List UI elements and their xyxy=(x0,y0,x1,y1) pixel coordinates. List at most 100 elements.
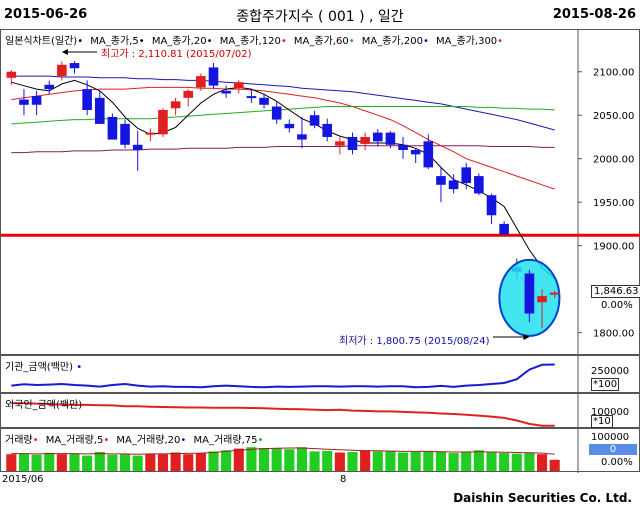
ma60-line xyxy=(11,106,555,125)
end-date: 2015-08-26 xyxy=(552,7,636,22)
chart-title: 종합주가지수 ( 001 ) , 일간 xyxy=(236,9,404,25)
institutional-legend: 기관_금액(백만) • xyxy=(5,362,83,373)
candle-body xyxy=(474,176,484,194)
x-label-mid: 8 xyxy=(340,474,347,485)
volume-bar xyxy=(69,453,80,471)
candle-body xyxy=(6,71,17,78)
volume-bar xyxy=(6,454,17,471)
candle-body xyxy=(82,89,92,110)
institutional-panel[interactable]: 기관_금액(백만) • 250000 *100 xyxy=(0,355,640,394)
price-panel[interactable]: 2100.00 2050.00 2000.00 1950.00 1900.00 1800.… xyxy=(0,29,640,356)
ma300-line xyxy=(11,145,555,154)
foreign-line xyxy=(11,402,555,427)
candle-body xyxy=(57,64,67,77)
foreign-unit: *10 xyxy=(591,415,613,428)
candle-body xyxy=(423,141,434,168)
high-arrowhead xyxy=(61,49,68,55)
price-tick-label: 2100.00 xyxy=(593,68,634,79)
volume-bar xyxy=(423,451,434,471)
candle-body xyxy=(233,82,244,89)
volume-bar xyxy=(536,454,548,471)
candle-body xyxy=(549,292,560,295)
candle-body xyxy=(385,132,396,145)
volume-legend-item: MA_거래량,75 xyxy=(193,435,258,446)
volume-bar xyxy=(258,448,270,471)
candle-body xyxy=(297,134,307,140)
volume-bar xyxy=(31,454,42,471)
institutional-legend-label: 기관_금액(백만) xyxy=(5,362,74,373)
volume-bar xyxy=(208,451,219,471)
candle-body xyxy=(19,99,29,105)
candle-body xyxy=(499,223,509,235)
volume-bar xyxy=(183,454,194,471)
volume-bar xyxy=(385,450,396,471)
foreign-chart xyxy=(11,394,579,429)
volume-bar xyxy=(82,455,93,471)
volume-bar xyxy=(473,450,484,471)
volume-bar xyxy=(461,451,472,471)
price-tick-label: 2000.00 xyxy=(593,155,634,166)
price-tick-label: 2050.00 xyxy=(593,111,634,122)
volume-bar xyxy=(410,451,421,471)
candle-body xyxy=(183,90,194,98)
volume-bar xyxy=(397,452,409,471)
candle-body xyxy=(158,110,168,135)
candle-body xyxy=(259,97,269,105)
ma5-line xyxy=(11,79,556,280)
volume-bar xyxy=(195,453,206,471)
current-value-box: 1,846.63 xyxy=(591,285,640,298)
candle-body xyxy=(360,136,370,144)
volume-bar xyxy=(18,453,30,471)
candle-body xyxy=(221,90,231,94)
legend-item: 일본식차트(일간) xyxy=(5,36,78,47)
price-tick-label: 1950.00 xyxy=(593,198,634,209)
candle-body xyxy=(461,167,472,184)
institutional-unit: *100 xyxy=(591,378,620,391)
price-legend: 일본식차트(일간)• MA_종가,5• MA_종가,20• MA_종가,120•… xyxy=(5,36,504,47)
candle-body xyxy=(436,176,446,185)
institutional-line xyxy=(11,363,555,389)
volume-chart xyxy=(6,429,579,473)
institutional-tick: 250000 xyxy=(591,366,630,377)
volume-current-change: 0.00% xyxy=(601,457,633,468)
volume-bar xyxy=(246,447,257,471)
volume-bar xyxy=(360,450,371,471)
candle-body xyxy=(410,150,421,155)
price-tick-label: 1900.00 xyxy=(593,242,634,253)
candle-body xyxy=(132,144,143,150)
volume-bar xyxy=(296,447,308,471)
volume-bar xyxy=(309,451,320,471)
candle-body xyxy=(347,136,358,150)
volume-bar xyxy=(56,454,67,471)
volume-bar xyxy=(284,449,295,471)
current-change: 0.00% xyxy=(601,300,633,311)
volume-current-value: 0 xyxy=(589,444,637,455)
volume-bar xyxy=(221,450,232,471)
ma120-line xyxy=(11,86,555,190)
candle-body xyxy=(208,67,219,86)
volume-bar xyxy=(170,452,181,471)
low-arrowhead xyxy=(523,334,530,340)
volume-legend-item: MA_거래량,5 xyxy=(45,435,104,446)
volume-panel[interactable]: 거래량• MA_거래량,5• MA_거래량,20• MA_거래량,75• 100… xyxy=(0,428,640,473)
candle-body xyxy=(170,101,181,109)
volume-bar xyxy=(372,451,383,471)
foreign-tick: 100000 xyxy=(591,407,630,418)
foreign-legend: 외국인_금액(백만) xyxy=(5,400,83,411)
volume-bar xyxy=(145,453,156,471)
volume-legend: 거래량• MA_거래량,5• MA_거래량,20• MA_거래량,75• xyxy=(5,435,264,446)
candle-body xyxy=(120,123,130,145)
high-annotation: 최고가 : 2,110.81 (2015/07/02) xyxy=(101,49,252,60)
legend-item: MA_종가,120 xyxy=(219,36,281,47)
volume-bar xyxy=(435,451,447,471)
volume-tick: 100000 xyxy=(591,432,630,443)
candle-body xyxy=(145,132,156,135)
candle-body xyxy=(486,195,497,216)
foreign-panel[interactable]: 외국인_금액(백만) 100000 *10 xyxy=(0,393,640,429)
volume-ma5-line xyxy=(11,447,555,455)
candle-body xyxy=(196,76,206,88)
legend-item: MA_종가,5 xyxy=(90,36,139,47)
legend-item: MA_종가,200 xyxy=(361,36,423,47)
volume-legend-item: 거래량 xyxy=(5,435,33,446)
volume-bar xyxy=(157,454,169,471)
